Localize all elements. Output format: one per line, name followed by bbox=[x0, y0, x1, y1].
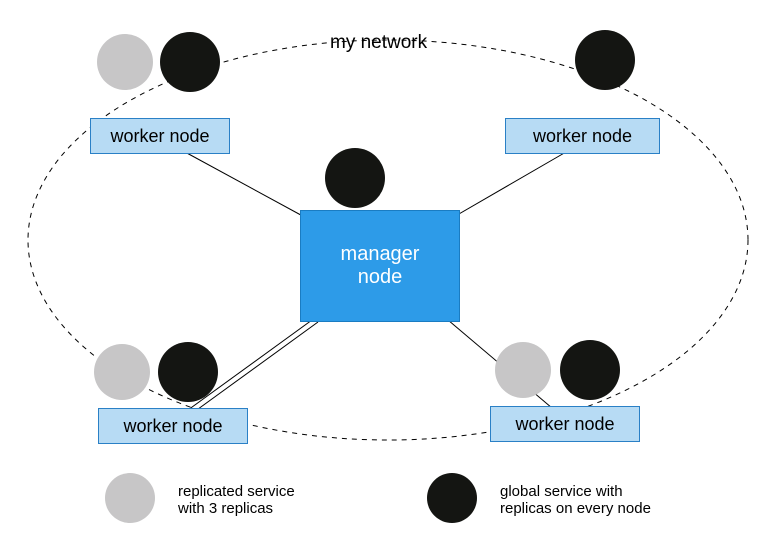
worker-node-bottom-right: worker node bbox=[490, 406, 640, 442]
edge bbox=[185, 152, 310, 220]
worker-node-label: worker node bbox=[515, 414, 614, 435]
global-service-icon bbox=[158, 342, 218, 402]
replicated-service-icon bbox=[94, 344, 150, 400]
worker-node-top-right: worker node bbox=[505, 118, 660, 154]
diagram-canvas: my network manager node worker node work… bbox=[0, 0, 775, 552]
global-service-icon bbox=[575, 30, 635, 90]
manager-node-label: manager node bbox=[341, 243, 420, 289]
global-service-icon bbox=[560, 340, 620, 400]
worker-node-bottom-left: worker node bbox=[98, 408, 248, 444]
worker-node-label: worker node bbox=[123, 416, 222, 437]
worker-node-label: worker node bbox=[533, 126, 632, 147]
manager-node: manager node bbox=[300, 210, 460, 322]
legend-global-label: global service with replicas on every no… bbox=[500, 483, 651, 517]
global-service-icon bbox=[325, 148, 385, 208]
legend-replicated-label: replicated service with 3 replicas bbox=[178, 483, 295, 517]
legend-replicated-icon bbox=[105, 473, 155, 523]
replicated-service-icon bbox=[495, 342, 551, 398]
diagram-title: my network bbox=[330, 32, 427, 54]
global-service-icon bbox=[160, 32, 220, 92]
edge bbox=[452, 152, 566, 218]
worker-node-top-left: worker node bbox=[90, 118, 230, 154]
replicated-service-icon bbox=[97, 34, 153, 90]
legend-global-icon bbox=[427, 473, 477, 523]
worker-node-label: worker node bbox=[110, 126, 209, 147]
